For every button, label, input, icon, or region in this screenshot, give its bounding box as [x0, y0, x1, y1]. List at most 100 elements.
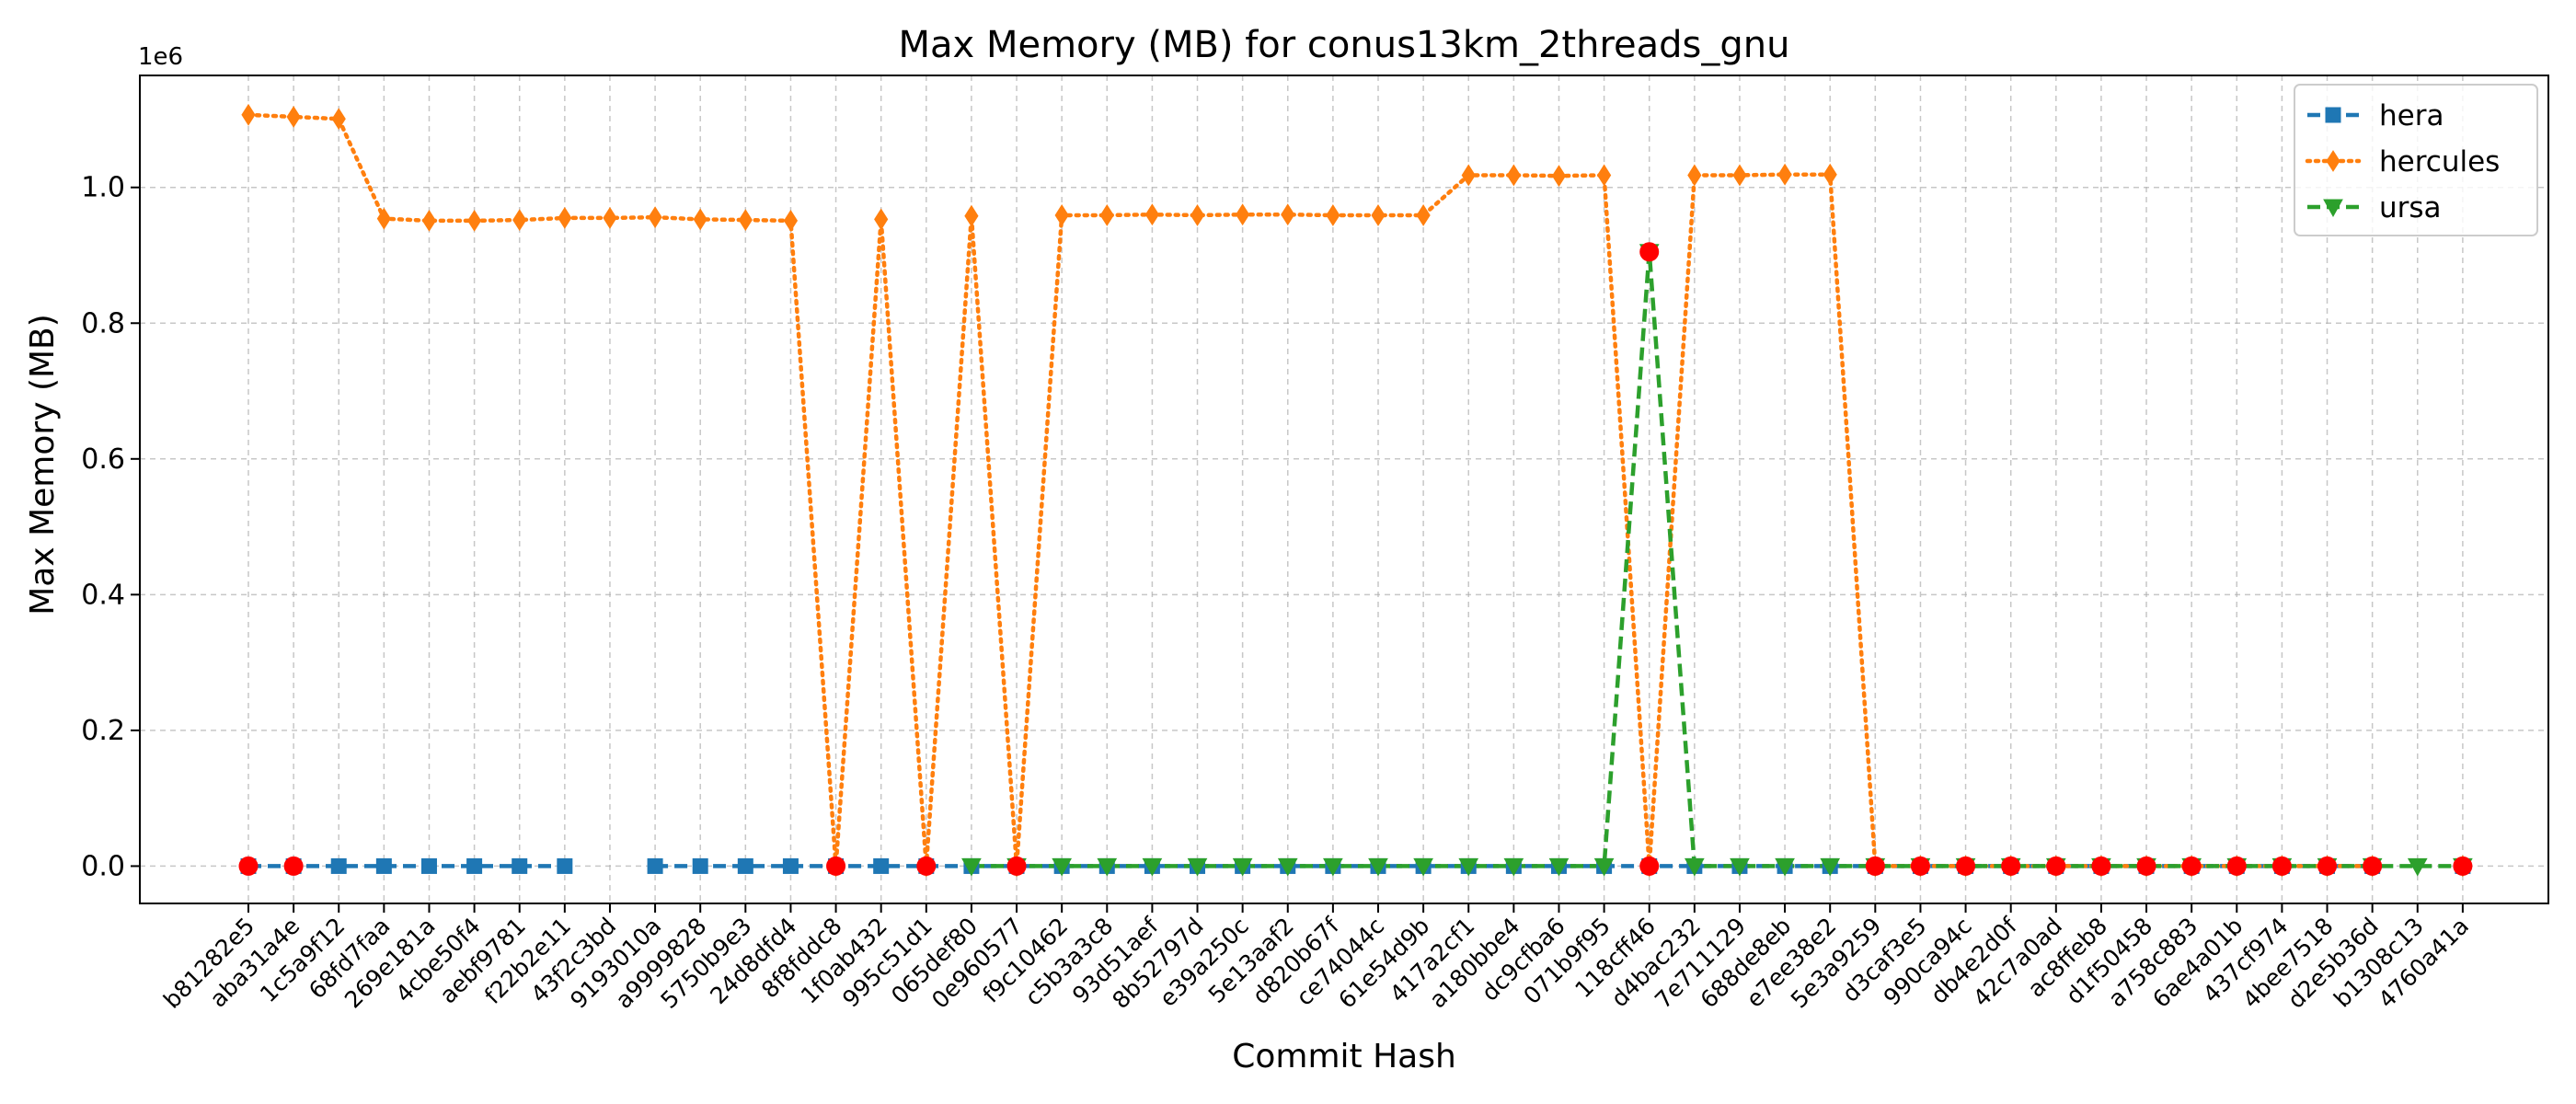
hercules-point — [1687, 164, 1702, 187]
hera-point — [647, 857, 663, 874]
highlight-point — [1006, 856, 1027, 876]
highlight-point — [2226, 856, 2247, 876]
highlight-point — [2046, 856, 2066, 876]
hera-point — [737, 857, 753, 874]
hera-point — [873, 857, 890, 874]
ursa-point — [1458, 857, 1479, 877]
highlight-point — [1865, 856, 1885, 876]
y-tick-label: 0.2 — [81, 715, 125, 747]
ursa-point — [1593, 857, 1615, 877]
series-markers — [238, 103, 2473, 878]
highlight-point — [826, 856, 846, 876]
hercules-point — [1371, 204, 1386, 226]
ursa-point — [1187, 857, 1208, 877]
ursa-line — [971, 251, 2463, 868]
hercules-point — [693, 208, 707, 231]
hera-point — [330, 857, 347, 874]
ursa-point — [2407, 857, 2428, 877]
y-tick-label: 0.0 — [81, 850, 125, 882]
hercules-point — [1777, 163, 1792, 186]
hercules-point — [241, 103, 256, 126]
hera-point — [782, 857, 799, 874]
legend-label-hercules: hercules — [2379, 145, 2500, 178]
ursa-point — [1368, 857, 1388, 877]
ursa-point — [1277, 857, 1298, 877]
highlight-point — [1639, 242, 1660, 262]
hercules-point — [286, 106, 301, 128]
hercules-point — [1099, 204, 1114, 226]
hercules-point — [648, 206, 662, 229]
highlight-point — [2181, 856, 2202, 876]
highlight-point — [2317, 856, 2338, 876]
hercules-point — [331, 108, 346, 131]
highlight-point — [1956, 856, 1976, 876]
ursa-point — [1097, 857, 1118, 877]
hera-point — [375, 857, 392, 874]
hercules-point — [1416, 204, 1431, 226]
hercules-point — [1144, 203, 1159, 226]
hercules-point — [1461, 164, 1476, 187]
y-axis-label: Max Memory (MB) — [24, 314, 62, 615]
hercules-point — [558, 206, 572, 229]
hercules-point — [1823, 163, 1837, 186]
hercules-point — [1236, 203, 1250, 226]
legend: hera hercules ursa — [2294, 84, 2538, 236]
highlight-point — [1639, 856, 1660, 876]
y-tick-label: 1.0 — [81, 172, 125, 204]
highlight-point — [1910, 856, 1930, 876]
ursa-point — [1413, 857, 1433, 877]
legend-label-ursa: ursa — [2379, 191, 2442, 224]
y-tick-label: 0.8 — [81, 307, 125, 339]
hercules-point — [512, 209, 527, 232]
hera-point — [420, 857, 437, 874]
highlight-point — [2271, 856, 2292, 876]
grid — [140, 75, 2548, 903]
hera-point — [466, 857, 483, 874]
hercules-point — [376, 207, 391, 230]
highlight-point — [238, 856, 259, 876]
hercules-point — [603, 206, 617, 229]
hera-point — [692, 857, 708, 874]
hercules-point — [1281, 203, 1295, 226]
ursa-point — [1548, 857, 1570, 877]
legend-label-hera: hera — [2379, 99, 2444, 132]
y-axis-ticks: 0.0 0.2 0.4 0.6 0.8 1.0 — [81, 172, 140, 882]
ursa-point — [1052, 857, 1073, 877]
ursa-point — [1323, 857, 1343, 877]
chart-title: Max Memory (MB) for conus13km_2threads_g… — [899, 24, 1790, 66]
highlight-point — [2001, 856, 2021, 876]
ursa-point — [1232, 857, 1253, 877]
hercules-point — [874, 208, 889, 231]
hercules-point — [783, 209, 799, 232]
legend-marker-ursa — [2323, 199, 2343, 218]
y-tick-label: 0.6 — [81, 443, 125, 476]
hercules-point — [1190, 204, 1205, 226]
hercules-point — [1326, 204, 1340, 226]
highlight-point — [2091, 856, 2111, 876]
highlight-point — [2453, 856, 2473, 876]
legend-marker-hercules — [2326, 150, 2340, 172]
highlight-point — [2363, 856, 2383, 876]
hercules-point — [1506, 164, 1521, 187]
ursa-point — [1820, 857, 1841, 877]
hercules-point — [1054, 204, 1069, 226]
hercules-point — [1597, 164, 1612, 187]
ursa-point — [1775, 857, 1795, 877]
ursa-point — [961, 857, 982, 877]
hercules-point — [1732, 164, 1747, 187]
hera-point — [557, 857, 573, 874]
legend-box — [2294, 84, 2538, 236]
hercules-point — [467, 209, 482, 232]
highlight-point — [2136, 856, 2156, 876]
hercules-point — [421, 209, 437, 232]
legend-marker-hera — [2325, 107, 2341, 123]
ursa-point — [1730, 857, 1750, 877]
highlight-point — [916, 856, 937, 876]
hercules-point — [738, 209, 753, 232]
hera-point — [512, 857, 528, 874]
y-tick-label: 0.4 — [81, 579, 125, 611]
x-axis-label: Commit Hash — [1232, 1038, 1456, 1075]
hercules-point — [1551, 165, 1567, 188]
plot-frame — [139, 75, 2549, 904]
